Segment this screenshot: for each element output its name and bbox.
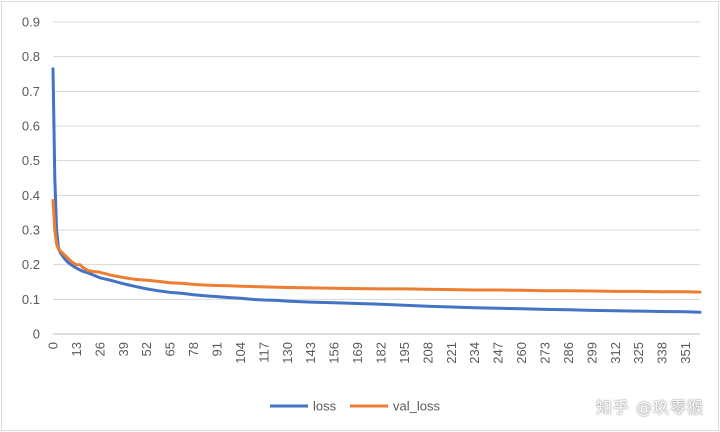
x-tick-label: 286 [561,342,576,364]
x-tick-label: 351 [678,342,693,364]
x-tick-label: 312 [608,342,623,364]
x-tick-label: 52 [139,342,154,356]
legend-label-val-loss: val_loss [393,399,440,414]
y-tick-label: 0.8 [22,49,40,64]
y-tick-label: 0.7 [22,84,40,99]
x-tick-label: 130 [280,342,295,364]
watermark: 知乎 @玖零猴 [595,398,704,417]
x-tick-label: 0 [46,342,61,349]
y-tick-label: 0.3 [22,223,40,238]
x-tick-label: 169 [350,342,365,364]
x-tick-label: 117 [256,342,271,363]
x-tick-label: 299 [584,342,599,364]
y-tick-label: 0.4 [22,188,40,203]
y-tick-label: 0 [33,327,40,342]
series-line-loss [51,67,702,314]
x-tick-label: 104 [233,342,248,364]
x-tick-label: 182 [374,342,389,364]
x-tick-label: 13 [69,342,84,356]
y-tick-label: 0.1 [22,292,40,307]
x-tick-label: 247 [491,342,506,364]
x-tick-label: 143 [303,342,318,364]
x-tick-label: 234 [467,342,482,364]
x-tick-label: 260 [514,342,529,364]
y-tick-label: 0.6 [22,119,40,134]
legend-label-loss: loss [313,399,337,414]
x-tick-label: 91 [210,342,225,356]
x-tick-label: 208 [420,342,435,364]
x-tick-label: 78 [186,342,201,356]
x-tick-label: 221 [444,342,459,364]
x-tick-label: 39 [116,342,131,356]
x-tick-label: 26 [92,342,107,356]
x-tick-label: 325 [631,342,646,364]
x-tick-label: 273 [538,342,553,364]
y-tick-label: 0.9 [22,15,40,30]
x-tick-label: 195 [397,342,412,364]
series-line-val-loss [51,199,702,294]
y-tick-label: 0.5 [22,153,40,168]
y-tick-label: 0.2 [22,257,40,272]
x-tick-label: 65 [163,342,178,356]
x-tick-label: 338 [655,342,670,364]
x-tick-label: 156 [327,342,342,364]
